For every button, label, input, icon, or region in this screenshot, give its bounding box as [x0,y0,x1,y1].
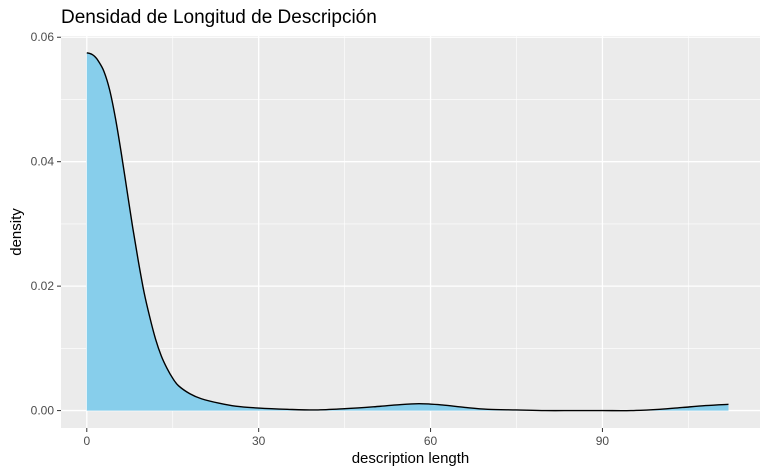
x-axis-ticks: 0 30 60 90 [83,428,609,448]
y-tick-label: 0.04 [31,155,55,169]
x-tick-label: 60 [424,434,438,448]
x-tick-label: 0 [83,434,90,448]
density-area-fill [86,52,729,411]
chart-title: Densidad de Longitud de Descripción [61,7,377,28]
y-tick-label: 0.06 [31,30,55,44]
density-curve-line [86,52,729,412]
minor-gridlines [61,36,760,428]
y-axis-title: density [8,208,25,256]
x-tick-label: 30 [252,434,266,448]
x-tick-label: 90 [596,434,610,448]
x-axis-title: description length [352,450,470,467]
y-tick-label: 0.02 [31,279,55,293]
y-tick-label: 0.00 [31,404,55,418]
plot-panel [61,36,760,428]
y-axis-ticks: 0.00 0.02 0.04 0.06 [31,30,61,418]
